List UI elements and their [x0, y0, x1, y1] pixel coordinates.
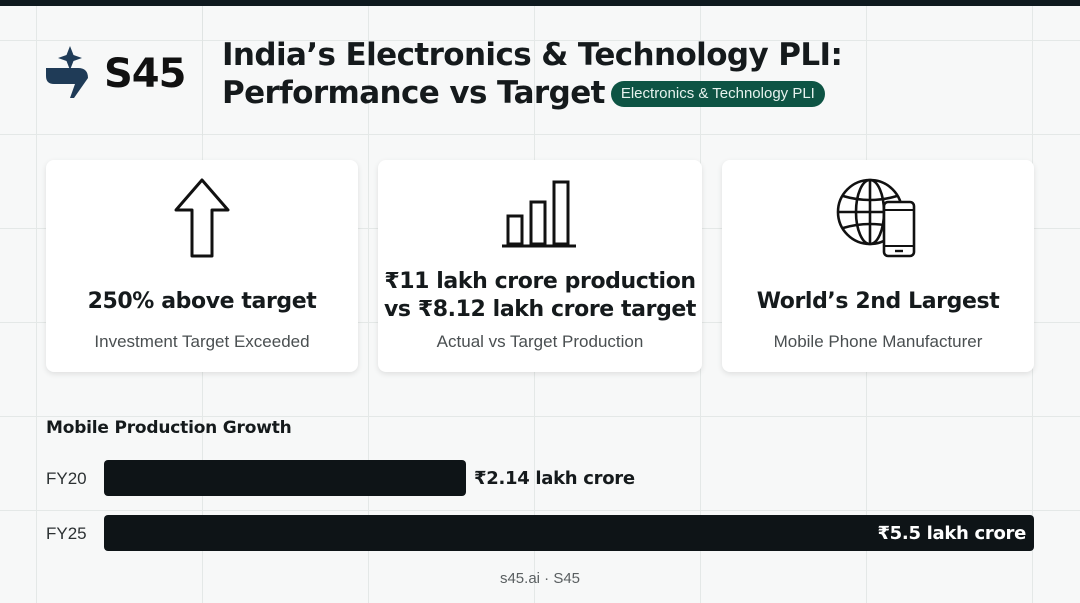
- stat-card-subtitle: Investment Target Exceeded: [94, 332, 310, 351]
- title-line-2: Performance vs Target: [222, 75, 605, 111]
- s45-sparkle-logo-icon: [46, 46, 88, 98]
- globe-phone-icon: [836, 178, 916, 258]
- footer-credit: s45.ai · S45: [499, 570, 581, 587]
- value-label-fy25: ₹5.5 lakh crore: [877, 523, 1026, 544]
- category-badge: Electronics & Technology PLI: [610, 81, 825, 107]
- stat-card-title: 250% above target: [87, 289, 317, 314]
- page-title: India’s Electronics & Technology PLI: Pe…: [222, 36, 843, 112]
- title-line-2-wrapper: Performance vs Target Electronics & Techn…: [222, 74, 842, 112]
- stat-card-subtitle: Actual vs Target Production: [436, 332, 644, 351]
- bar-chart-icon: [502, 180, 576, 248]
- bar-fy25: ₹5.5 lakh crore: [104, 515, 1034, 551]
- header: S45 India’s Electronics & Technology PLI…: [0, 6, 1080, 136]
- stat-card-title-line-2: vs ₹8.12 lakh crore target: [383, 297, 697, 322]
- stat-card-ranking: World’s 2nd Largest Mobile Phone Manufac…: [722, 160, 1034, 372]
- chart-row: FY20 ₹2.14 lakh crore: [0, 460, 1080, 496]
- category-label-fy25: FY25: [46, 524, 87, 543]
- bar-fy20: [104, 460, 466, 496]
- stat-card-subtitle: Mobile Phone Manufacturer: [773, 332, 983, 351]
- title-line-1: India’s Electronics & Technology PLI:: [222, 37, 843, 73]
- chart-row: FY25 ₹5.5 lakh crore: [0, 515, 1080, 551]
- value-label-fy20: ₹2.14 lakh crore: [474, 468, 635, 489]
- stat-card-title-line-1: ₹11 lakh crore production: [384, 269, 696, 294]
- stat-card-title: World’s 2nd Largest: [756, 289, 1000, 314]
- stat-card-title: ₹11 lakh crore production vs ₹8.12 lakh …: [378, 268, 702, 324]
- stat-card-investment: 250% above target Investment Target Exce…: [46, 160, 358, 372]
- top-accent-bar: [0, 0, 1080, 6]
- category-label-fy20: FY20: [46, 469, 87, 488]
- brand-name: S45: [104, 51, 186, 97]
- arrow-up-icon: [174, 178, 230, 258]
- stat-card-production: ₹11 lakh crore production vs ₹8.12 lakh …: [378, 160, 702, 372]
- chart-title: Mobile Production Growth: [46, 418, 292, 438]
- brand-logo: S45: [44, 46, 186, 102]
- header-divider: [202, 6, 203, 136]
